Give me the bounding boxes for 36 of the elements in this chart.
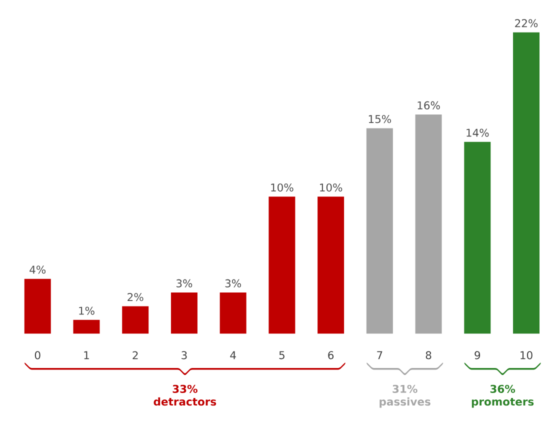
bar bbox=[73, 320, 100, 334]
data-label: 22% bbox=[515, 19, 538, 28]
data-label: 16% bbox=[418, 101, 440, 110]
bar bbox=[24, 278, 51, 334]
x-tick-label: 3 bbox=[182, 351, 187, 360]
x-tick-label: 6 bbox=[328, 351, 334, 360]
x-tick-label: 4 bbox=[230, 351, 236, 360]
bar bbox=[366, 128, 393, 334]
x-tick-label: 10 bbox=[520, 351, 532, 360]
x-tick-label: 0 bbox=[34, 351, 40, 360]
bar bbox=[415, 114, 442, 334]
data-label: 10% bbox=[271, 184, 294, 192]
bar bbox=[464, 142, 491, 334]
data-label: 2% bbox=[128, 293, 144, 302]
bar bbox=[268, 196, 296, 334]
data-label: 3% bbox=[225, 279, 242, 288]
x-tick-label: 7 bbox=[377, 351, 382, 360]
data-label: 4% bbox=[30, 266, 46, 274]
text: 31% passives bbox=[380, 384, 430, 408]
text: 33% detractors bbox=[154, 384, 216, 406]
data-label: 1% bbox=[79, 306, 94, 315]
bar bbox=[318, 196, 344, 334]
x-tick-label: 8 bbox=[426, 351, 432, 360]
data-label: 14% bbox=[466, 128, 489, 137]
data-label: 10% bbox=[320, 184, 342, 192]
bar bbox=[170, 292, 198, 334]
x-tick-label: 1 bbox=[84, 351, 89, 360]
bar bbox=[513, 32, 540, 334]
data-label: 15% bbox=[368, 115, 392, 124]
text: 36% promoters bbox=[472, 384, 534, 408]
bar bbox=[122, 306, 149, 334]
x-tick-label: 2 bbox=[132, 351, 138, 360]
data-label: 3% bbox=[176, 279, 192, 288]
x-tick-label: 9 bbox=[474, 351, 480, 360]
x-tick-label: 5 bbox=[279, 351, 284, 360]
bar bbox=[220, 292, 246, 334]
